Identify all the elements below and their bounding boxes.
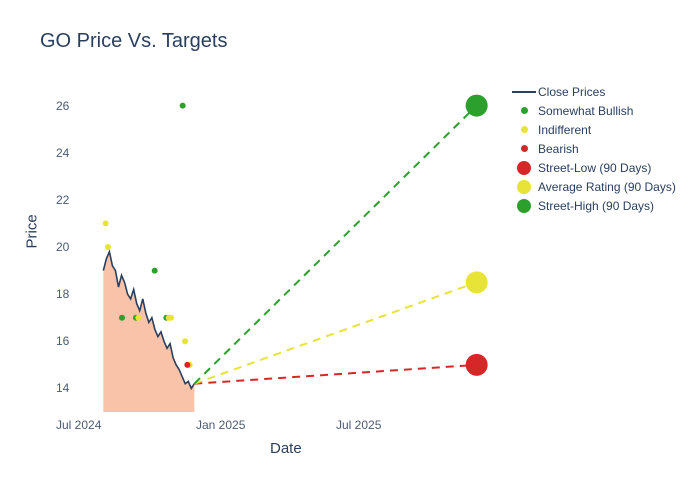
y-tick: 18 — [56, 287, 69, 301]
indifferent-point — [105, 244, 111, 250]
legend-marker — [510, 180, 538, 194]
legend-marker — [510, 126, 538, 133]
y-axis-label: Price — [24, 214, 41, 248]
legend-row: Indifferent — [510, 120, 676, 139]
legend-marker — [510, 161, 538, 175]
somewhat_bullish-point — [180, 103, 186, 109]
chart-title: GO Price Vs. Targets — [40, 30, 227, 53]
legend-label: Close Prices — [538, 85, 605, 99]
y-tick: 14 — [56, 381, 69, 395]
legend: Close Prices Somewhat Bullish Indifferent B… — [510, 82, 676, 215]
street-low-marker — [466, 354, 488, 376]
legend-label: Street-Low (90 Days) — [538, 161, 651, 175]
bearish-point — [184, 362, 190, 368]
legend-marker — [510, 107, 538, 114]
legend-row: Average Rating (90 Days) — [510, 177, 676, 196]
legend-label: Somewhat Bullish — [538, 104, 633, 118]
y-tick: 16 — [56, 334, 69, 348]
average-rating-marker — [466, 271, 488, 293]
y-tick: 22 — [56, 193, 69, 207]
somewhat_bullish-point — [119, 315, 125, 321]
legend-label: Average Rating (90 Days) — [538, 180, 676, 194]
indifferent-point — [168, 315, 174, 321]
legend-label: Indifferent — [538, 123, 591, 137]
somewhat_bullish-point — [152, 268, 158, 274]
x-tick: Jul 2025 — [336, 418, 381, 432]
legend-marker — [510, 87, 538, 97]
indifferent-point — [103, 220, 109, 226]
street-high-line — [194, 106, 476, 384]
legend-label: Street-High (90 Days) — [538, 199, 654, 213]
y-tick: 24 — [56, 146, 69, 160]
x-tick: Jul 2024 — [56, 418, 101, 432]
legend-label: Bearish — [538, 142, 579, 156]
indifferent-point — [135, 315, 141, 321]
indifferent-point — [182, 338, 188, 344]
y-tick: 20 — [56, 240, 69, 254]
legend-row: Street-High (90 Days) — [510, 196, 676, 215]
legend-marker — [510, 199, 538, 213]
legend-row: Bearish — [510, 139, 676, 158]
street-high-marker — [466, 95, 488, 117]
x-axis-label: Date — [270, 440, 302, 457]
plot-area — [80, 82, 500, 412]
x-tick: Jan 2025 — [196, 418, 245, 432]
legend-row: Somewhat Bullish — [510, 101, 676, 120]
legend-row: Close Prices — [510, 82, 676, 101]
legend-marker — [510, 145, 538, 152]
chart-svg — [80, 82, 500, 412]
legend-row: Street-Low (90 Days) — [510, 158, 676, 177]
y-tick: 26 — [56, 99, 69, 113]
